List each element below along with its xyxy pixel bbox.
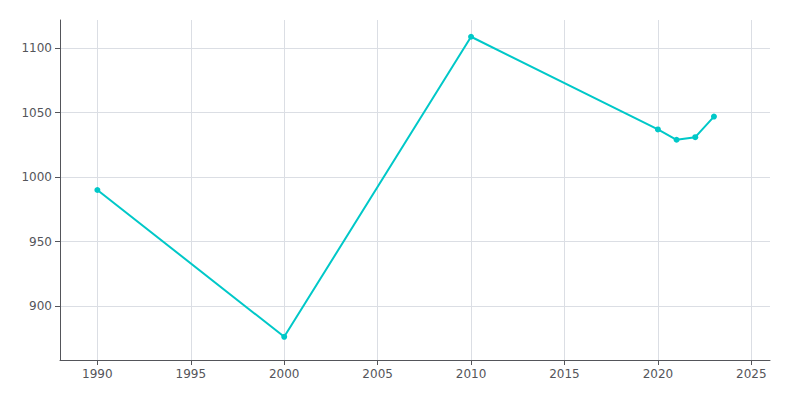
svg-text:2025: 2025 [736,367,767,381]
svg-text:950: 950 [29,235,52,249]
svg-text:1995: 1995 [176,367,207,381]
svg-text:1050: 1050 [21,106,52,120]
svg-text:900: 900 [29,299,52,313]
svg-text:1100: 1100 [21,41,52,55]
svg-text:2005: 2005 [362,367,393,381]
svg-text:1990: 1990 [82,367,113,381]
svg-text:2000: 2000 [269,367,300,381]
svg-text:2015: 2015 [549,367,580,381]
svg-text:1000: 1000 [21,170,52,184]
svg-text:2010: 2010 [456,367,487,381]
svg-text:2020: 2020 [643,367,674,381]
